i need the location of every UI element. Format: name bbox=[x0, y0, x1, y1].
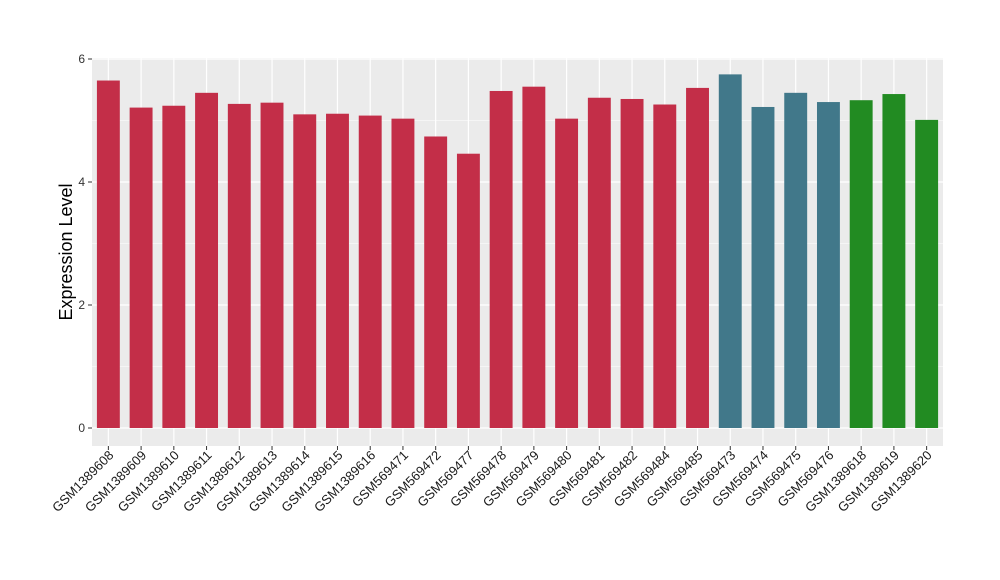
bar-GSM569477 bbox=[456, 153, 480, 428]
y-axis: 0 2 4 6 bbox=[78, 52, 92, 435]
y-axis-title: Expression Level bbox=[56, 183, 76, 320]
bar-GSM569475 bbox=[784, 92, 808, 428]
bar-GSM1389612 bbox=[227, 103, 251, 429]
y-tick-label: 6 bbox=[78, 52, 85, 66]
bar-GSM569471 bbox=[391, 118, 415, 428]
bar-GSM1389620 bbox=[915, 119, 939, 428]
bar-GSM1389609 bbox=[129, 107, 153, 429]
bar-GSM1389611 bbox=[195, 92, 219, 428]
bar-GSM569484 bbox=[653, 104, 677, 428]
y-tick-label: 4 bbox=[78, 175, 85, 189]
bar-GSM1389610 bbox=[162, 105, 186, 429]
bar-GSM569474 bbox=[751, 106, 775, 428]
bar-GSM1389618 bbox=[849, 100, 873, 428]
bar-GSM569485 bbox=[686, 87, 709, 428]
bar-GSM1389613 bbox=[260, 102, 284, 428]
bar-GSM1389608 bbox=[96, 80, 120, 429]
bar-GSM569479 bbox=[522, 86, 546, 429]
bar-GSM1389619 bbox=[882, 94, 906, 429]
bar-GSM569476 bbox=[816, 102, 840, 429]
bar-GSM1389615 bbox=[326, 113, 349, 429]
x-axis: GSM1389608GSM1389609GSM1389610GSM1389611… bbox=[49, 446, 935, 515]
bar-GSM569482 bbox=[620, 98, 644, 428]
bar-GSM569472 bbox=[424, 136, 448, 429]
bar-GSM569480 bbox=[555, 118, 579, 428]
bar-GSM569478 bbox=[489, 90, 513, 428]
y-tick-label: 2 bbox=[78, 298, 85, 312]
bars-layer bbox=[96, 74, 939, 429]
bar-GSM1389614 bbox=[293, 114, 317, 428]
bar-GSM569481 bbox=[587, 97, 611, 429]
bar-GSM569473 bbox=[718, 74, 742, 428]
plot-panel bbox=[92, 58, 943, 446]
bar-GSM1389616 bbox=[358, 115, 382, 428]
y-tick-label: 0 bbox=[78, 421, 85, 435]
